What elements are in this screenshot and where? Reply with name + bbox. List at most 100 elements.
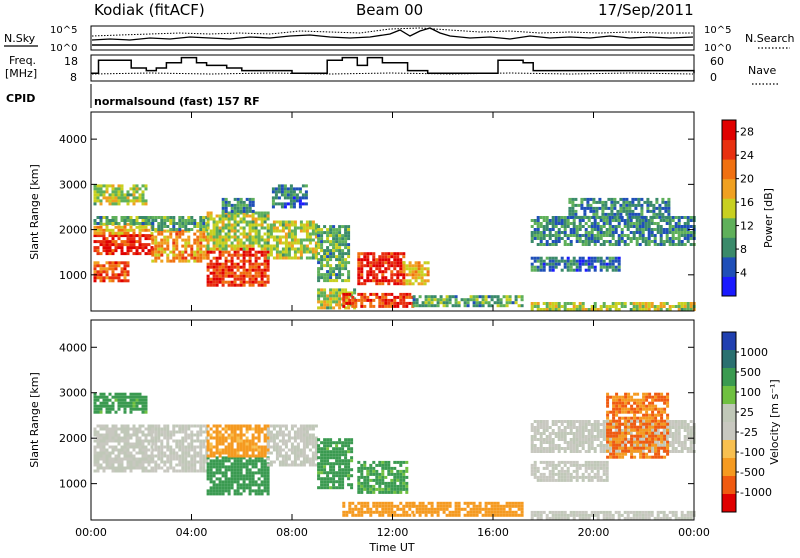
velocity-cell — [381, 502, 384, 505]
velocity-cell — [312, 443, 315, 446]
velocity-cell — [187, 452, 190, 455]
power-cell — [396, 279, 399, 282]
velocity-cell — [130, 428, 133, 431]
power-cell — [109, 199, 112, 202]
velocity-cell — [534, 426, 537, 429]
velocity-cell — [151, 470, 154, 473]
velocity-cell — [651, 447, 654, 450]
velocity-cell — [240, 434, 243, 437]
power-cell — [347, 225, 350, 228]
velocity-cell — [213, 489, 216, 492]
velocity-cell — [234, 474, 237, 477]
velocity-cell — [326, 483, 329, 486]
power-cell — [282, 242, 285, 245]
power-cell — [657, 243, 660, 246]
velocity-cell — [258, 437, 261, 440]
power-cell — [133, 193, 136, 196]
velocity-cell — [216, 443, 219, 446]
velocity-cell — [225, 480, 228, 483]
velocity-cell — [249, 474, 252, 477]
power-cell — [329, 306, 332, 309]
power-cell — [270, 233, 273, 236]
power-cell — [555, 231, 558, 234]
power-cell — [272, 199, 275, 202]
power-cell — [335, 246, 338, 249]
velocity-cell — [124, 399, 127, 402]
power-cell — [393, 302, 396, 305]
velocity-cell — [210, 443, 213, 446]
power-cell — [264, 251, 267, 254]
velocity-cell — [273, 461, 276, 464]
velocity-cell — [390, 502, 393, 505]
velocity-cell — [317, 465, 320, 468]
velocity-cell — [323, 477, 326, 480]
velocity-cell — [249, 480, 252, 483]
power-cell — [393, 273, 396, 276]
velocity-cell — [342, 505, 345, 508]
power-cell — [175, 236, 178, 239]
power-cell — [106, 267, 109, 270]
power-cell — [103, 216, 106, 219]
power-cell — [610, 204, 613, 207]
velocity-cell — [624, 441, 627, 444]
power-cell — [276, 221, 279, 224]
velocity-cell — [127, 458, 130, 461]
power-cell — [261, 227, 264, 230]
velocity-cell — [378, 505, 381, 508]
velocity-cell — [521, 508, 524, 511]
velocity-cell — [222, 474, 225, 477]
power-cell — [393, 252, 396, 255]
power-cell — [594, 243, 597, 246]
velocity-cell — [285, 425, 288, 428]
power-cell — [360, 282, 363, 285]
velocity-cell — [121, 452, 124, 455]
power-cell — [207, 278, 210, 281]
power-cell — [335, 237, 338, 240]
velocity-cell — [109, 440, 112, 443]
power-cell — [378, 267, 381, 270]
power-cell — [443, 298, 446, 301]
velocity-cell — [603, 444, 606, 447]
velocity-cell — [142, 440, 145, 443]
power-cell — [645, 222, 648, 225]
power-cell — [181, 225, 184, 228]
power-cell — [418, 273, 421, 276]
velocity-cell — [402, 511, 405, 514]
power-cell — [100, 229, 103, 232]
velocity-cell — [675, 426, 678, 429]
velocity-cell — [276, 455, 279, 458]
velocity-cell — [276, 437, 279, 440]
power-cell — [543, 269, 546, 272]
velocity-cell — [543, 423, 546, 426]
power-cell — [589, 207, 592, 210]
power-cell — [181, 222, 184, 225]
velocity-cell — [133, 396, 136, 399]
velocity-cell — [506, 502, 509, 505]
nsearch-tick-low: 10^0 — [704, 43, 731, 54]
power-cell — [240, 281, 243, 284]
power-cell — [531, 225, 534, 228]
velocity-cell — [234, 455, 237, 458]
power-cell — [347, 261, 350, 264]
velocity-cell — [130, 446, 133, 449]
power-cell — [234, 275, 237, 278]
velocity-cell — [405, 482, 408, 485]
power-cell — [360, 293, 363, 296]
velocity-cell — [115, 455, 118, 458]
power-cell — [294, 242, 297, 245]
power-cell — [309, 224, 312, 227]
power-cell — [601, 216, 604, 219]
power-cell — [664, 201, 667, 204]
power-cell — [276, 257, 279, 260]
power-cell — [630, 222, 633, 225]
power-cell — [497, 298, 500, 301]
power-cell — [425, 298, 428, 301]
velocity-cell — [118, 455, 121, 458]
power-cell — [384, 255, 387, 258]
velocity-cell — [163, 428, 166, 431]
power-cell — [231, 248, 234, 251]
power-cell — [222, 204, 225, 207]
power-cell — [684, 243, 687, 246]
power-cell — [190, 257, 193, 260]
velocity-cell — [219, 455, 222, 458]
